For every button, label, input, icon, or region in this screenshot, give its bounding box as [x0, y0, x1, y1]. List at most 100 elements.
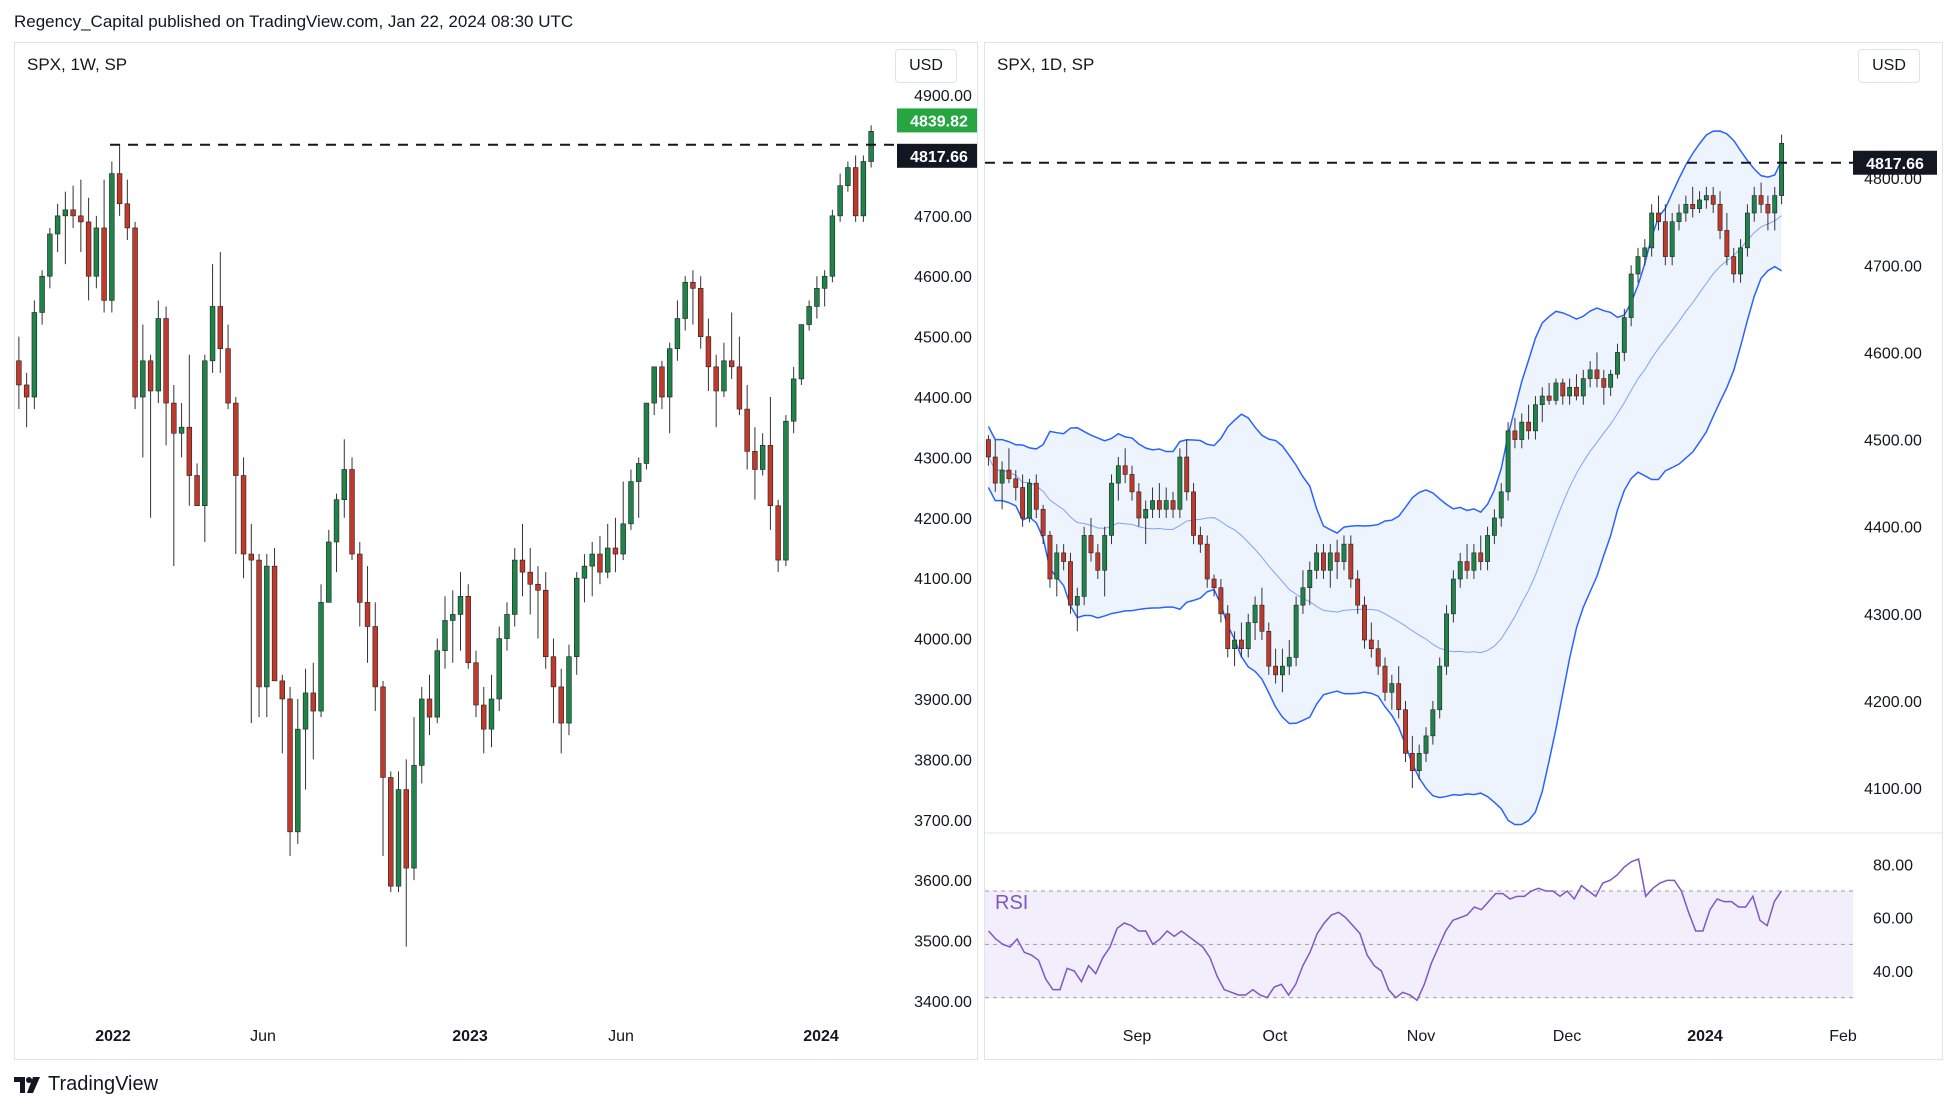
weekly-candle — [395, 789, 402, 887]
weekly-candle — [581, 565, 588, 579]
weekly-candle — [574, 577, 580, 658]
daily-candle — [1765, 203, 1771, 214]
daily-candle — [985, 439, 991, 458]
daily-candle — [1621, 317, 1627, 353]
daily-candle — [1115, 465, 1121, 484]
weekly-candle — [62, 209, 69, 217]
daily-candle — [1327, 552, 1333, 571]
daily-candle — [1040, 508, 1046, 536]
weekly-candle — [287, 698, 293, 833]
daily-candle — [1498, 491, 1504, 519]
daily-candle — [1416, 752, 1422, 772]
weekly-candle — [349, 469, 355, 555]
weekly-candle — [116, 173, 123, 205]
daily-candle — [1642, 247, 1648, 257]
daily-candle — [1683, 203, 1689, 214]
daily-candle — [1580, 378, 1586, 397]
weekly-candle — [264, 565, 270, 688]
daily-candle — [1081, 535, 1087, 597]
weekly-candlestick-chart[interactable]: 4900.004800.004700.004600.004500.004400.… — [15, 43, 977, 1059]
daily-candle — [1423, 735, 1429, 754]
daily-candle — [1635, 256, 1641, 275]
daily-currency-button[interactable]: USD — [1858, 49, 1920, 83]
daily-candle — [1068, 561, 1073, 606]
daily-candle — [1273, 665, 1279, 676]
weekly-candle — [535, 583, 541, 591]
weekly-candle — [124, 203, 131, 229]
weekly-price-label: 4817.66 — [910, 149, 968, 166]
weekly-candle — [744, 408, 750, 452]
daily-candle — [1156, 500, 1162, 510]
weekly-y-tick-label: 3900.00 — [914, 692, 972, 709]
weekly-candle — [155, 318, 162, 392]
daily-candle — [1054, 552, 1060, 580]
daily-candle — [1027, 482, 1032, 519]
weekly-candle — [364, 602, 371, 627]
daily-candle — [1047, 535, 1053, 580]
daily-chart-panel[interactable]: SPX, 1D, SP USD 4800.00 4700.00 4600.00 450… — [984, 42, 1943, 1060]
weekly-candle — [690, 281, 696, 289]
weekly-candle — [759, 445, 766, 470]
weekly-y-tick-label: 4400.00 — [914, 390, 972, 407]
weekly-x-tick-label: 2022 — [95, 1028, 131, 1045]
weekly-candle — [775, 505, 781, 561]
weekly-y-tick-label: 3800.00 — [914, 752, 972, 769]
weekly-candle — [620, 523, 626, 555]
weekly-candle — [821, 275, 828, 289]
weekly-candle — [860, 161, 867, 217]
daily-candle — [1751, 195, 1757, 214]
daily-candle — [1245, 622, 1251, 650]
weekly-candle — [310, 692, 316, 712]
daily-candle — [1368, 639, 1374, 650]
weekly-candle — [752, 451, 758, 470]
daily-candle — [1526, 421, 1532, 432]
weekly-candle — [233, 402, 239, 476]
weekly-price-label-bg — [897, 143, 977, 168]
weekly-candle — [357, 553, 363, 603]
daily-candle — [1697, 199, 1702, 209]
daily-candle — [1594, 369, 1600, 379]
daily-candlestick-chart[interactable]: 4800.00 4700.00 4600.00 4500.00 4400.00 4300.… — [985, 43, 1942, 1059]
weekly-candle — [341, 469, 347, 500]
daily-candle — [1341, 543, 1347, 562]
weekly-x-tick-label: Jun — [608, 1028, 634, 1045]
daily-candle — [1225, 613, 1231, 650]
daily-candle — [1143, 508, 1149, 519]
weekly-candle — [271, 565, 278, 682]
daily-candle — [1409, 752, 1415, 772]
daily-candle — [1690, 203, 1696, 209]
weekly-candle — [457, 596, 464, 615]
weekly-candle — [217, 306, 224, 350]
rsi-label: RSI — [995, 892, 1028, 914]
daily-candle — [1321, 552, 1326, 571]
weekly-candle — [132, 227, 138, 398]
daily-candle — [1232, 639, 1237, 650]
weekly-candle — [829, 215, 836, 277]
weekly-candle — [589, 553, 595, 567]
daily-candle — [1300, 587, 1306, 606]
weekly-currency-button[interactable]: USD — [895, 49, 957, 83]
daily-candle — [1567, 386, 1573, 397]
daily-candle — [1293, 604, 1299, 658]
weekly-x-tick-label: 2024 — [803, 1028, 839, 1045]
weekly-candle — [70, 209, 76, 217]
daily-candle — [1389, 683, 1395, 693]
daily-x-tick-label: 2024 — [1687, 1028, 1723, 1045]
weekly-candle — [682, 281, 688, 319]
rsi-line — [988, 857, 1783, 1002]
weekly-candle — [186, 426, 193, 476]
daily-candle — [1314, 552, 1320, 571]
bollinger-lower-line — [987, 265, 1782, 826]
daily-candle — [1539, 395, 1545, 406]
weekly-candle — [845, 167, 851, 186]
weekly-candle — [333, 499, 340, 543]
daily-candle — [1710, 195, 1716, 205]
daily-candle — [1669, 221, 1675, 257]
weekly-candle — [248, 553, 255, 561]
daily-candle — [1163, 500, 1169, 510]
weekly-candle — [78, 215, 84, 223]
daily-candle — [1478, 552, 1484, 562]
weekly-chart-panel[interactable]: SPX, 1W, SP USD 4900.004800.004700.00460… — [14, 42, 978, 1060]
weekly-candle — [140, 360, 146, 398]
weekly-candle — [767, 445, 774, 507]
